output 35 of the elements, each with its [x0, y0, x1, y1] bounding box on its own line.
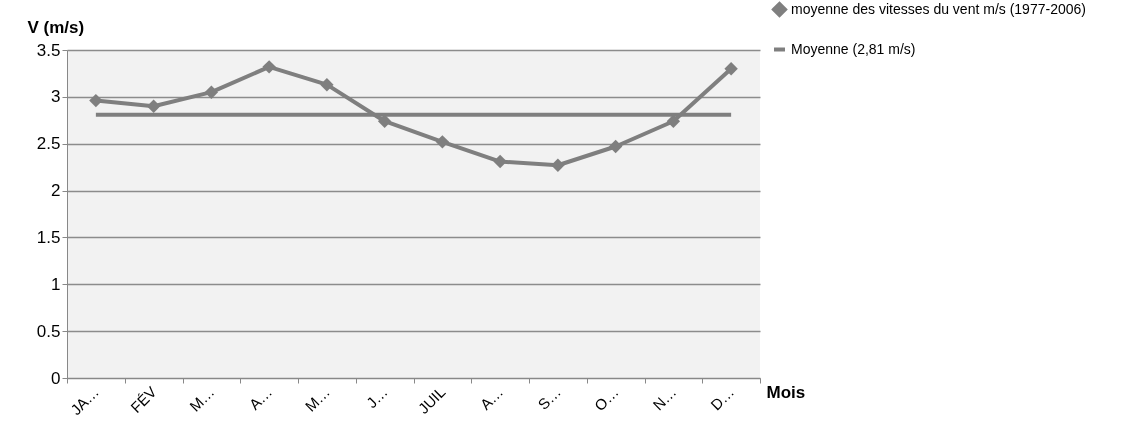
point: [262, 60, 276, 74]
point: [377, 114, 392, 128]
y-tick-label: 0.5: [36, 321, 61, 341]
x-tick-label: O…: [590, 383, 622, 415]
x-tick-label: M…: [186, 383, 218, 415]
y-axis-title: V (m/s): [27, 17, 85, 37]
x-tick-label: A…: [476, 383, 507, 413]
point: [493, 154, 507, 169]
point: [320, 77, 334, 92]
y-tick-label: 3.5: [36, 40, 61, 60]
y-tick-label: 2.5: [36, 134, 61, 154]
point: [551, 158, 565, 172]
legend-label: Moyenne (2,81 m/s): [791, 40, 916, 57]
point: [89, 93, 103, 108]
x-tick-label: S…: [534, 383, 565, 413]
y-tick-label: 3: [51, 87, 61, 107]
x-tick-label: M…: [301, 383, 334, 415]
point: [666, 114, 681, 128]
point: [146, 99, 161, 113]
y-tick-label: 1.5: [36, 227, 61, 247]
legend-label: moyenne des vitesses du vent m/s (1977-2006): [791, 0, 1086, 17]
x-tick-label: D…: [706, 383, 738, 414]
point: [435, 135, 450, 149]
x-axis-title: Mois: [766, 382, 806, 402]
y-tick-label: 2: [51, 181, 61, 201]
x-tick-label: A…: [245, 383, 276, 413]
x-tick-label: JA…: [67, 383, 103, 419]
point: [608, 139, 623, 154]
x-tick-label: JUIL: [414, 383, 449, 417]
x-tick-label: J…: [362, 383, 391, 412]
point: [204, 85, 219, 99]
x-tick-label: N…: [649, 383, 680, 414]
point: [724, 62, 738, 76]
y-tick-label: 1: [51, 274, 61, 294]
y-tick-label: 0: [51, 368, 61, 388]
